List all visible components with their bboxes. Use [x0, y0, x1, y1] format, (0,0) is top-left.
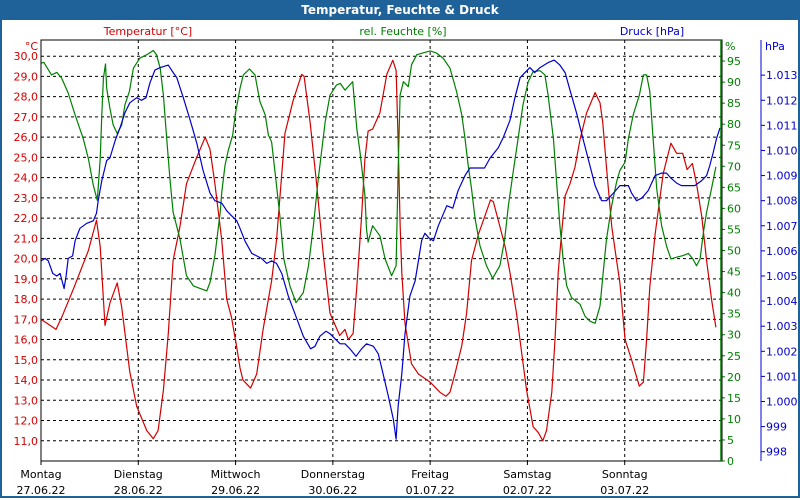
pressure-tick-label: 1.009: [766, 170, 798, 183]
x-tick-day: Dienstag: [114, 468, 163, 481]
x-tick-day: Mittwoch: [211, 468, 261, 481]
x-tick-day: Sonntag: [602, 468, 648, 481]
pressure-tick-label: 1.002: [766, 345, 798, 358]
x-tick-day: Montag: [20, 468, 61, 481]
pressure-tick-label: 1.011: [766, 119, 798, 132]
temperature-tick-label: 25,0: [14, 151, 39, 164]
temperature-tick-label: 26,0: [14, 131, 39, 144]
temperature-tick-label: 15,0: [14, 354, 39, 367]
pressure-tick-label: 1.008: [766, 195, 798, 208]
temperature-tick-label: 18,0: [14, 293, 39, 306]
x-tick-date: 02.07.22: [503, 484, 552, 497]
humidity-tick-label: 35: [727, 308, 741, 321]
pressure-axis-title: Druck [hPa]: [620, 25, 684, 38]
temperature-tick-label: 30,0: [14, 50, 39, 63]
x-tick-date: 30.06.22: [308, 484, 357, 497]
humidity-unit: %: [725, 40, 735, 53]
temperature-line: [40, 59, 717, 442]
humidity-tick-label: 0: [727, 455, 734, 468]
humidity-axis-title: rel. Feuchte [%]: [359, 25, 446, 38]
pressure-line: [40, 59, 721, 440]
pressure-tick-label: 1.013: [766, 69, 798, 82]
chart-title: Temperatur, Feuchte & Druck: [0, 0, 800, 20]
humidity-tick-label: 5: [727, 434, 734, 447]
humidity-tick-label: 25: [727, 350, 741, 363]
temperature-tick-label: 19,0: [14, 273, 39, 286]
temperature-axis-title: Temperatur [°C]: [103, 25, 192, 38]
temperature-tick-label: 11,0: [14, 435, 39, 448]
humidity-tick-label: 90: [727, 76, 741, 89]
pressure-tick-label: 1.010: [766, 144, 798, 157]
pressure-tick-label: 1.007: [766, 220, 798, 233]
humidity-tick-label: 15: [727, 392, 741, 405]
humidity-tick-label: 65: [727, 181, 741, 194]
humidity-tick-label: 50: [727, 245, 741, 258]
x-tick-date: 27.06.22: [17, 484, 66, 497]
humidity-tick-label: 95: [727, 55, 741, 68]
pressure-tick-label: 998: [766, 446, 787, 459]
humidity-tick-label: 55: [727, 223, 741, 236]
pressure-tick-label: 1.004: [766, 295, 798, 308]
x-tick-day: Freitag: [411, 468, 449, 481]
temperature-tick-label: 22,0: [14, 212, 39, 225]
pressure-unit: hPa: [765, 40, 785, 53]
temperature-tick-label: 28,0: [14, 91, 39, 104]
pressure-tick-label: 1.005: [766, 270, 798, 283]
temperature-tick-label: 21,0: [14, 232, 39, 245]
temperature-tick-label: 27,0: [14, 111, 39, 124]
humidity-tick-label: 10: [727, 413, 741, 426]
pressure-tick-label: 999: [766, 421, 787, 434]
humidity-tick-label: 85: [727, 97, 741, 110]
humidity-tick-label: 20: [727, 371, 741, 384]
temperature-tick-label: 16,0: [14, 334, 39, 347]
temperature-tick-label: 23,0: [14, 192, 39, 205]
humidity-tick-label: 45: [727, 266, 741, 279]
x-tick-day: Samstag: [503, 468, 551, 481]
humidity-tick-label: 70: [727, 160, 741, 173]
humidity-tick-label: 80: [727, 118, 741, 131]
temperature-tick-label: 17,0: [14, 313, 39, 326]
x-tick-date: 03.07.22: [600, 484, 649, 497]
pressure-tick-label: 1.003: [766, 320, 798, 333]
pressure-tick-label: 1.012: [766, 94, 798, 107]
temperature-tick-label: 24,0: [14, 172, 39, 185]
x-tick-day: Donnerstag: [301, 468, 365, 481]
pressure-tick-label: 1.006: [766, 245, 798, 258]
temperature-tick-label: 20,0: [14, 253, 39, 266]
humidity-line: [40, 49, 717, 324]
humidity-tick-label: 40: [727, 287, 741, 300]
humidity-tick-label: 30: [727, 329, 741, 342]
temperature-tick-label: 13,0: [14, 394, 39, 407]
temperature-tick-label: 12,0: [14, 415, 39, 428]
humidity-tick-label: 75: [727, 139, 741, 152]
x-tick-date: 29.06.22: [211, 484, 260, 497]
pressure-tick-label: 1.000: [766, 396, 798, 409]
pressure-tick-label: 1.001: [766, 370, 798, 383]
humidity-tick-label: 60: [727, 202, 741, 215]
temperature-unit: °C: [25, 40, 39, 53]
x-tick-date: 01.07.22: [406, 484, 455, 497]
x-tick-date: 28.06.22: [114, 484, 163, 497]
plot-frame: [40, 39, 723, 462]
temperature-tick-label: 29,0: [14, 70, 39, 83]
temperature-tick-label: 14,0: [14, 374, 39, 387]
